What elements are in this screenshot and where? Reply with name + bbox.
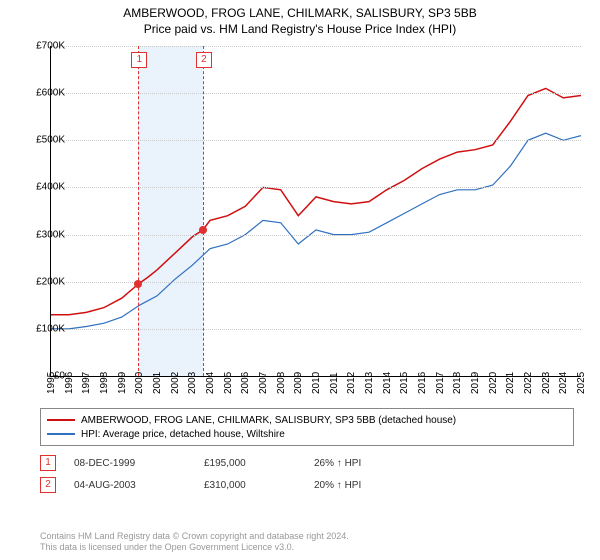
footer-line1: Contains HM Land Registry data © Crown c… [40,531,349,543]
x-axis-label: 2004 [205,372,216,394]
x-axis-label: 2019 [470,372,481,394]
y-axis-label: £600K [25,88,65,99]
x-axis-label: 2000 [134,372,145,394]
line-series-svg [51,46,581,376]
gridline [51,140,581,141]
gridline [51,93,581,94]
sales-date: 04-AUG-2003 [74,480,204,491]
sales-row-marker: 1 [40,455,56,471]
x-axis-label: 2017 [435,372,446,394]
title-block: AMBERWOOD, FROG LANE, CHILMARK, SALISBUR… [0,0,600,36]
y-axis-label: £100K [25,323,65,334]
x-axis-label: 1996 [64,372,75,394]
x-axis-label: 2012 [346,372,357,394]
y-axis-label: £700K [25,41,65,52]
gridline [51,235,581,236]
y-axis-label: £0 [25,371,65,382]
x-axis-label: 2024 [558,372,569,394]
x-axis-label: 2025 [576,372,587,394]
x-axis-label: 2009 [293,372,304,394]
chart-plot-area: 1995199619971998199920002001200220032004… [50,46,581,377]
legend-item: AMBERWOOD, FROG LANE, CHILMARK, SALISBUR… [47,413,567,427]
sales-diff: 26% ↑ HPI [314,458,414,469]
x-axis-label: 2014 [382,372,393,394]
y-axis-label: £500K [25,135,65,146]
x-axis-label: 2002 [170,372,181,394]
x-axis-label: 2007 [258,372,269,394]
sales-price: £310,000 [204,480,314,491]
x-axis-label: 2013 [364,372,375,394]
sales-diff: 20% ↑ HPI [314,480,414,491]
sales-price: £195,000 [204,458,314,469]
gridline [51,329,581,330]
sale-marker-line [203,46,204,376]
x-axis-label: 2006 [240,372,251,394]
x-axis-label: 2015 [399,372,410,394]
title-line2: Price paid vs. HM Land Registry's House … [0,22,600,36]
chart-container: AMBERWOOD, FROG LANE, CHILMARK, SALISBUR… [0,0,600,560]
y-axis-label: £300K [25,229,65,240]
gridline [51,282,581,283]
footer-line2: This data is licensed under the Open Gov… [40,542,349,554]
x-axis-label: 1999 [117,372,128,394]
x-axis-label: 2016 [417,372,428,394]
legend-box: AMBERWOOD, FROG LANE, CHILMARK, SALISBUR… [40,408,574,446]
x-axis-label: 1998 [99,372,110,394]
gridline [51,46,581,47]
sale-dot [134,280,142,288]
legend-label: HPI: Average price, detached house, Wilt… [81,429,285,440]
legend-swatch [47,419,75,421]
sale-marker-box: 2 [196,52,212,68]
title-line1: AMBERWOOD, FROG LANE, CHILMARK, SALISBUR… [0,6,600,20]
legend-label: AMBERWOOD, FROG LANE, CHILMARK, SALISBUR… [81,415,456,426]
x-axis-label: 2008 [276,372,287,394]
sales-row-marker: 2 [40,477,56,493]
x-axis-label: 2020 [488,372,499,394]
legend-swatch [47,433,75,435]
x-axis-label: 1997 [81,372,92,394]
sale-dot [199,226,207,234]
x-axis-label: 2021 [505,372,516,394]
legend-item: HPI: Average price, detached house, Wilt… [47,427,567,441]
series-line [51,133,581,329]
sales-row: 1 08-DEC-1999£195,00026% ↑ HPI [40,452,414,474]
sale-marker-box: 1 [131,52,147,68]
x-axis-label: 2001 [152,372,163,394]
sale-marker-line [138,46,139,376]
footer-text: Contains HM Land Registry data © Crown c… [40,531,349,554]
x-axis-label: 2018 [452,372,463,394]
x-axis-label: 2022 [523,372,534,394]
x-axis-label: 2005 [223,372,234,394]
x-axis-label: 2023 [541,372,552,394]
x-axis-label: 2003 [187,372,198,394]
x-axis-label: 2011 [329,372,340,394]
sales-table: 1 08-DEC-1999£195,00026% ↑ HPI 2 04-AUG-200… [40,452,414,496]
y-axis-label: £400K [25,182,65,193]
y-axis-label: £200K [25,276,65,287]
gridline [51,187,581,188]
x-axis-label: 2010 [311,372,322,394]
sales-date: 08-DEC-1999 [74,458,204,469]
sales-row: 2 04-AUG-2003£310,00020% ↑ HPI [40,474,414,496]
